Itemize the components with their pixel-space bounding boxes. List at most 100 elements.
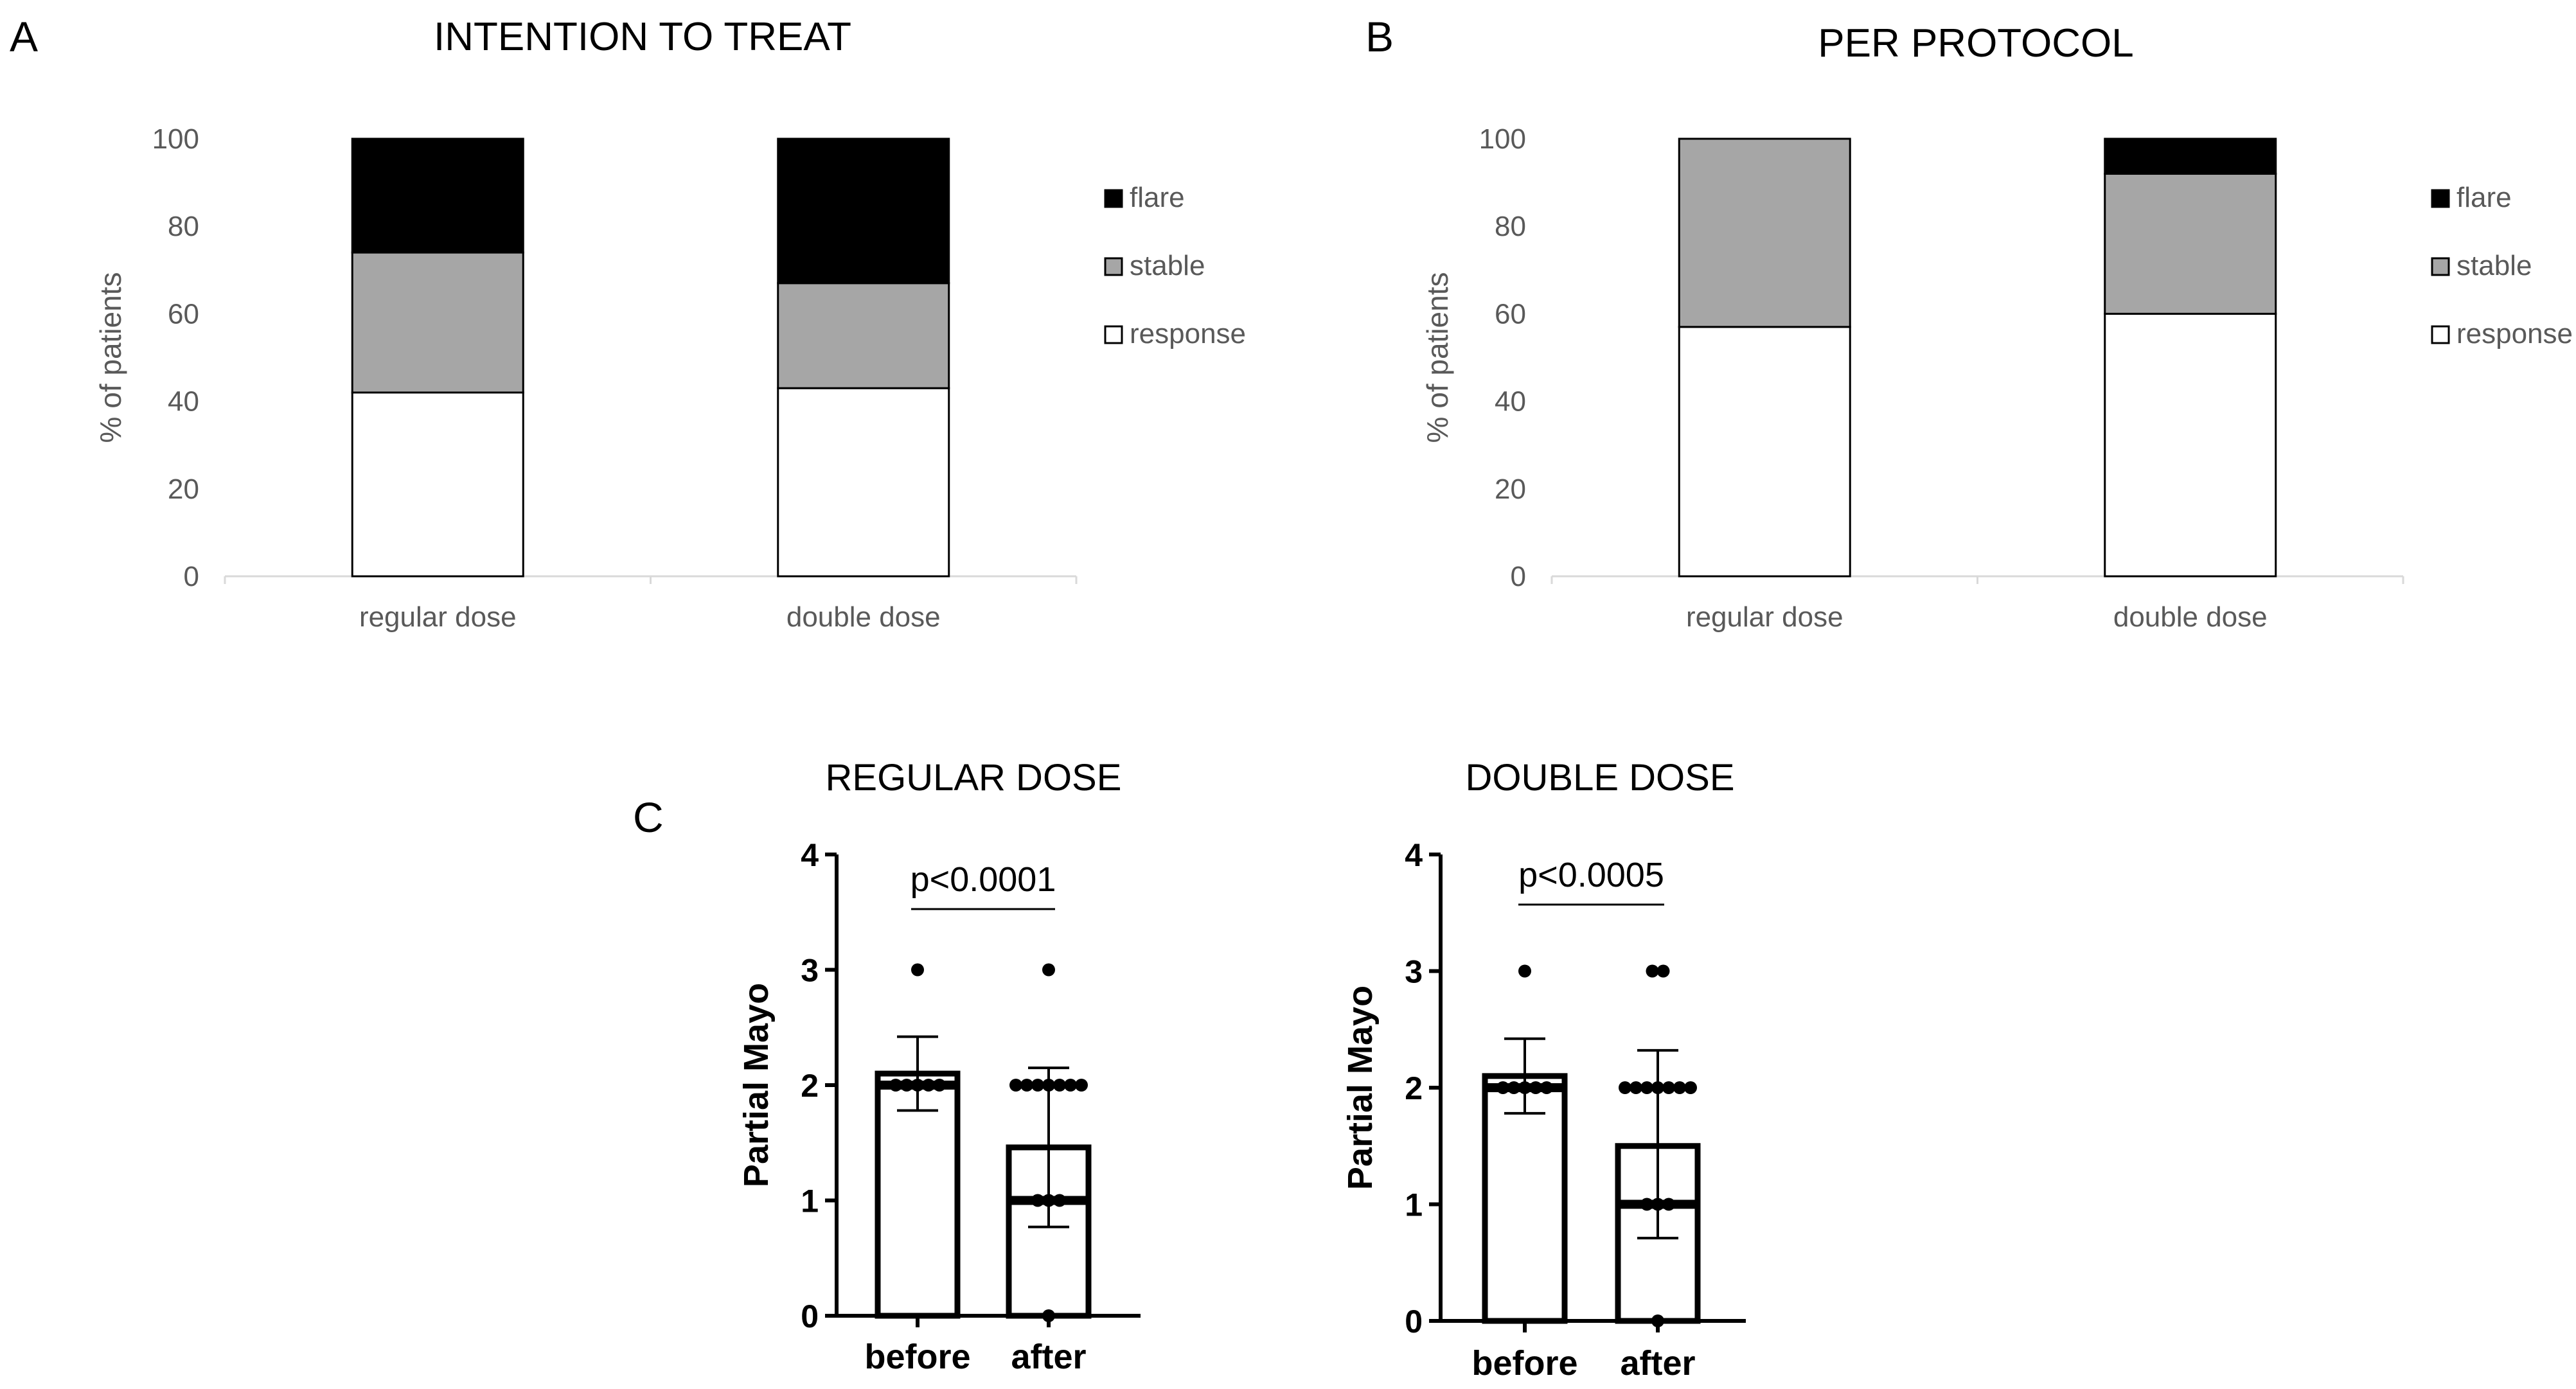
- data-point-after: [1031, 1079, 1044, 1092]
- data-point-after: [1031, 1194, 1044, 1207]
- data-point-before: [889, 1079, 902, 1092]
- data-point-after: [1042, 963, 1055, 977]
- category-label-double-dose: double dose: [786, 601, 941, 633]
- chart-title: REGULAR DOSE: [826, 757, 1122, 799]
- y-axis-label: % of patients: [94, 272, 127, 443]
- bar-before: [875, 1070, 961, 1319]
- data-point-before: [1529, 1081, 1542, 1094]
- y-tick-label-3: 3: [1405, 954, 1423, 990]
- data-point-before: [1518, 964, 1531, 978]
- y-tick-label-60: 60: [168, 298, 199, 330]
- data-point-after: [1042, 1194, 1055, 1207]
- category-label-regular-dose: regular dose: [359, 601, 517, 633]
- y-tick-label-40: 40: [168, 386, 199, 418]
- chart-title: PER PROTOCOL: [1818, 21, 2134, 66]
- category-label-before: before: [1471, 1344, 1577, 1383]
- chart-title: INTENTION TO TREAT: [434, 15, 851, 59]
- chart-title: DOUBLE DOSE: [1466, 757, 1735, 799]
- data-point-before: [911, 1079, 924, 1092]
- bar-regular-dose-response: [1678, 326, 1851, 578]
- y-axis-label: Partial Mayo: [1341, 986, 1380, 1190]
- y-tick-label-0: 0: [801, 1298, 819, 1334]
- y-tick-label-0: 0: [1511, 561, 1526, 592]
- y-axis-label: Partial Mayo: [737, 983, 776, 1187]
- bar-double-dose-stable: [2104, 172, 2277, 315]
- y-tick-label-80: 80: [1495, 211, 1526, 242]
- y-tick-label-0: 0: [184, 561, 199, 592]
- data-point-after: [1673, 1081, 1686, 1094]
- chart-regular-dose: REGULAR DOSE 0 1 2 3 4 Partial Mayo before after…: [737, 757, 1141, 1376]
- bar-double-dose-flare: [2104, 137, 2277, 175]
- y-tick-label-1: 1: [1405, 1187, 1423, 1223]
- data-point-before: [1507, 1081, 1520, 1094]
- panel-letter-a: A: [10, 13, 38, 60]
- legend-swatch-stable: [2431, 257, 2450, 276]
- y-tick-label-4: 4: [801, 837, 819, 873]
- y-axis-label: % of patients: [1421, 272, 1454, 443]
- bar-double-dose-response: [777, 387, 950, 578]
- data-point-after: [1662, 1081, 1675, 1094]
- data-point-after: [1619, 1081, 1631, 1094]
- bar-before: [1482, 1073, 1568, 1324]
- data-point-before: [922, 1079, 935, 1092]
- category-label-regular-dose: regular dose: [1686, 601, 1843, 633]
- data-point-after: [1651, 1081, 1664, 1094]
- data-point-after: [1075, 1079, 1088, 1092]
- data-point-before: [911, 963, 924, 977]
- data-point-after: [1009, 1079, 1022, 1092]
- data-point-after: [1064, 1079, 1077, 1092]
- category-label-after: after: [1011, 1338, 1086, 1376]
- data-point-after: [1646, 964, 1659, 978]
- bar-double-dose-response: [2104, 312, 2277, 578]
- data-point-before: [1540, 1081, 1553, 1094]
- y-tick-label-1: 1: [801, 1183, 819, 1219]
- panel-letter-b: B: [1365, 13, 1394, 60]
- y-tick-label-100: 100: [152, 123, 199, 155]
- bar-regular-dose-flare: [351, 137, 524, 254]
- y-tick-label-4: 4: [1405, 837, 1423, 873]
- panel-letter-c: C: [633, 793, 664, 841]
- data-point-after: [1630, 1081, 1642, 1094]
- data-point-after: [1651, 1198, 1664, 1211]
- bar-regular-dose-response: [351, 391, 524, 578]
- legend-swatch-flare: [2431, 189, 2450, 208]
- y-tick-label-60: 60: [1495, 298, 1526, 330]
- chart-per-protocol: PER PROTOCOL 0 20 40 60 80 100 % of patients reg…: [1421, 21, 2573, 633]
- data-point-after: [1662, 1198, 1675, 1211]
- data-point-after: [1657, 964, 1670, 978]
- legend-label-stable: stable: [1130, 250, 1205, 281]
- y-tick-label-2: 2: [801, 1068, 819, 1104]
- legend-swatch-response: [2431, 325, 2450, 344]
- y-tick-label-40: 40: [1495, 386, 1526, 418]
- y-tick-label-2: 2: [1405, 1070, 1423, 1106]
- legend-label-response: response: [2456, 318, 2573, 349]
- legend-label-flare: flare: [1130, 182, 1185, 213]
- category-label-after: after: [1620, 1344, 1695, 1383]
- data-point-before: [1497, 1081, 1509, 1094]
- data-point-after: [1020, 1079, 1033, 1092]
- legend-label-stable: stable: [2456, 250, 2532, 281]
- legend-swatch-stable: [1104, 257, 1123, 276]
- chart-intention-to-treat: INTENTION TO TREAT 0 20 40 60 80 100 % of patie…: [94, 15, 1246, 633]
- data-point-after: [1684, 1081, 1697, 1094]
- data-point-after: [1042, 1079, 1055, 1092]
- y-tick-label-20: 20: [1495, 473, 1526, 505]
- p-value-annotation: p<0.0005: [1518, 856, 1664, 894]
- data-point-after: [1651, 1314, 1664, 1327]
- y-tick-label-20: 20: [168, 473, 199, 505]
- y-tick-label-100: 100: [1479, 123, 1526, 155]
- legend-swatch-flare: [1104, 189, 1123, 208]
- category-label-double-dose: double dose: [2113, 601, 2268, 633]
- data-point-before: [900, 1079, 913, 1092]
- legend-label-response: response: [1130, 318, 1246, 349]
- data-point-after: [1640, 1081, 1653, 1094]
- bar-regular-dose-stable: [1678, 137, 1851, 328]
- p-value-annotation: p<0.0001: [910, 860, 1056, 899]
- legend-swatch-response: [1104, 325, 1123, 344]
- data-point-after: [1053, 1079, 1066, 1092]
- data-point-after: [1053, 1194, 1066, 1207]
- data-point-before: [933, 1079, 946, 1092]
- chart-double-dose: DOUBLE DOSE 0 1 2 3 4 Partial Mayo before after p…: [1341, 757, 1746, 1383]
- bar-double-dose-stable: [777, 282, 950, 389]
